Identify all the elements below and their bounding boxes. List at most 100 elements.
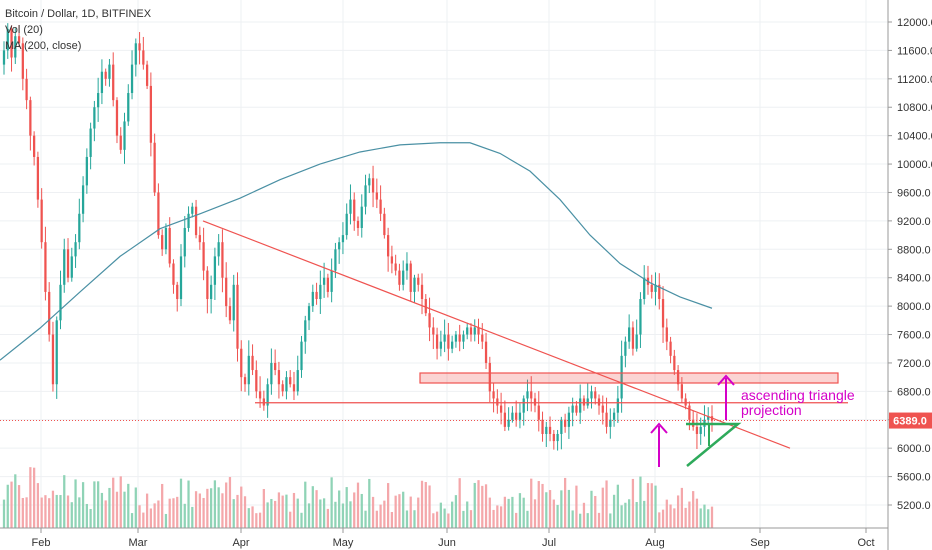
candle-body (639, 299, 642, 335)
candle-body (191, 206, 194, 214)
volume-bar (14, 474, 17, 528)
candle-body (375, 192, 378, 200)
candle-body (51, 334, 55, 385)
volume-bar (213, 480, 217, 528)
volume-bar (609, 513, 612, 528)
x-tick-label: May (333, 537, 354, 549)
y-tick-label: 5200.0 (897, 500, 931, 512)
volume-bar (631, 478, 635, 528)
volume-bar (571, 510, 574, 528)
volume-bar (601, 487, 604, 528)
arrow-up-left-head (650, 422, 668, 434)
time-axis[interactable]: Feb Mar Apr May Jun Jul Aug Sep Oct (0, 527, 888, 549)
y-tick-label: 9200.0 (897, 216, 931, 228)
arrow-up-right-head (717, 374, 735, 386)
candle-body (326, 277, 330, 292)
volume-bar (454, 495, 458, 528)
volume-bar (198, 493, 201, 528)
volume-bar (635, 502, 638, 528)
candle-body (586, 398, 589, 406)
volume-bar (530, 478, 533, 528)
candle-body (454, 334, 458, 342)
candle-body (255, 370, 258, 392)
candle-body (503, 412, 507, 427)
volume-bar (179, 478, 183, 528)
volume-bar (63, 475, 66, 528)
y-tick-label: 8800.0 (897, 244, 931, 256)
volume-bar (228, 477, 232, 528)
candle-body (6, 29, 9, 51)
volume-bar (161, 483, 164, 528)
candle-body (447, 334, 450, 349)
volume-bar (507, 498, 510, 528)
ma-label: MA (200, close) (5, 40, 82, 52)
volume-bar (48, 498, 51, 528)
candle-body (74, 242, 77, 257)
candle-body (439, 341, 442, 349)
volume-bar (646, 483, 650, 528)
x-tick-label: Jun (438, 537, 456, 549)
annotation-line-1: ascending triangle (741, 387, 855, 403)
candle-body (424, 299, 427, 314)
candle-body (251, 355, 254, 371)
volume-bar (612, 494, 616, 528)
volume-bar (575, 485, 578, 528)
volume-bar (89, 508, 92, 528)
volume-bar (97, 481, 100, 528)
volume-bar (25, 497, 28, 528)
candle-body (21, 43, 24, 79)
volume-bar (496, 505, 499, 528)
candle-body (654, 284, 657, 292)
volume-bar (176, 496, 179, 528)
trend-line (202, 220, 791, 449)
volume-bar (289, 511, 292, 528)
y-tick-label: 7600.0 (897, 330, 931, 342)
candle-body (277, 370, 281, 385)
candle-body (530, 391, 533, 399)
volume-bar (187, 480, 190, 528)
candle-body (115, 100, 119, 136)
candle-body (78, 213, 81, 243)
candle-body (341, 235, 345, 243)
candle-body (356, 220, 360, 228)
volume-bar (78, 497, 81, 528)
volume-bar (315, 490, 318, 528)
volume-bar (243, 496, 247, 528)
candle-body (669, 341, 672, 356)
volume-bar (149, 508, 153, 528)
volume-bar (334, 501, 337, 528)
volume-bar (492, 509, 495, 528)
volume-bar (153, 503, 156, 528)
volume-bar (240, 486, 243, 528)
volume-bar (394, 495, 397, 528)
volume-bar (605, 480, 608, 528)
volume-bar (413, 510, 416, 528)
volume-bar (447, 513, 450, 528)
volume-bar (650, 483, 653, 528)
volume-bar (300, 512, 303, 528)
volume-bar (484, 484, 488, 528)
candle-body (123, 121, 126, 150)
volume-bar (428, 485, 431, 528)
volume-bar (304, 481, 307, 528)
candle-body (518, 412, 522, 420)
candle-body (183, 227, 186, 257)
volume-bar (10, 481, 13, 528)
volume-bar (515, 512, 518, 528)
volume-bar (251, 506, 254, 528)
candle-body (462, 334, 465, 342)
candle-body (511, 412, 514, 420)
candle-body (59, 284, 62, 321)
grid (0, 0, 888, 528)
candle-body (97, 93, 100, 108)
volume-bar (680, 487, 684, 528)
volume-bar (183, 503, 186, 528)
price-axis[interactable]: 12000.0 11600.0 11200.0 10800.0 10400.0 10000… (887, 0, 932, 550)
volume-bar (281, 495, 284, 528)
volume-bar (330, 477, 333, 528)
candle-body (243, 377, 247, 385)
volume-bar (119, 476, 122, 528)
candle-body (228, 306, 232, 321)
